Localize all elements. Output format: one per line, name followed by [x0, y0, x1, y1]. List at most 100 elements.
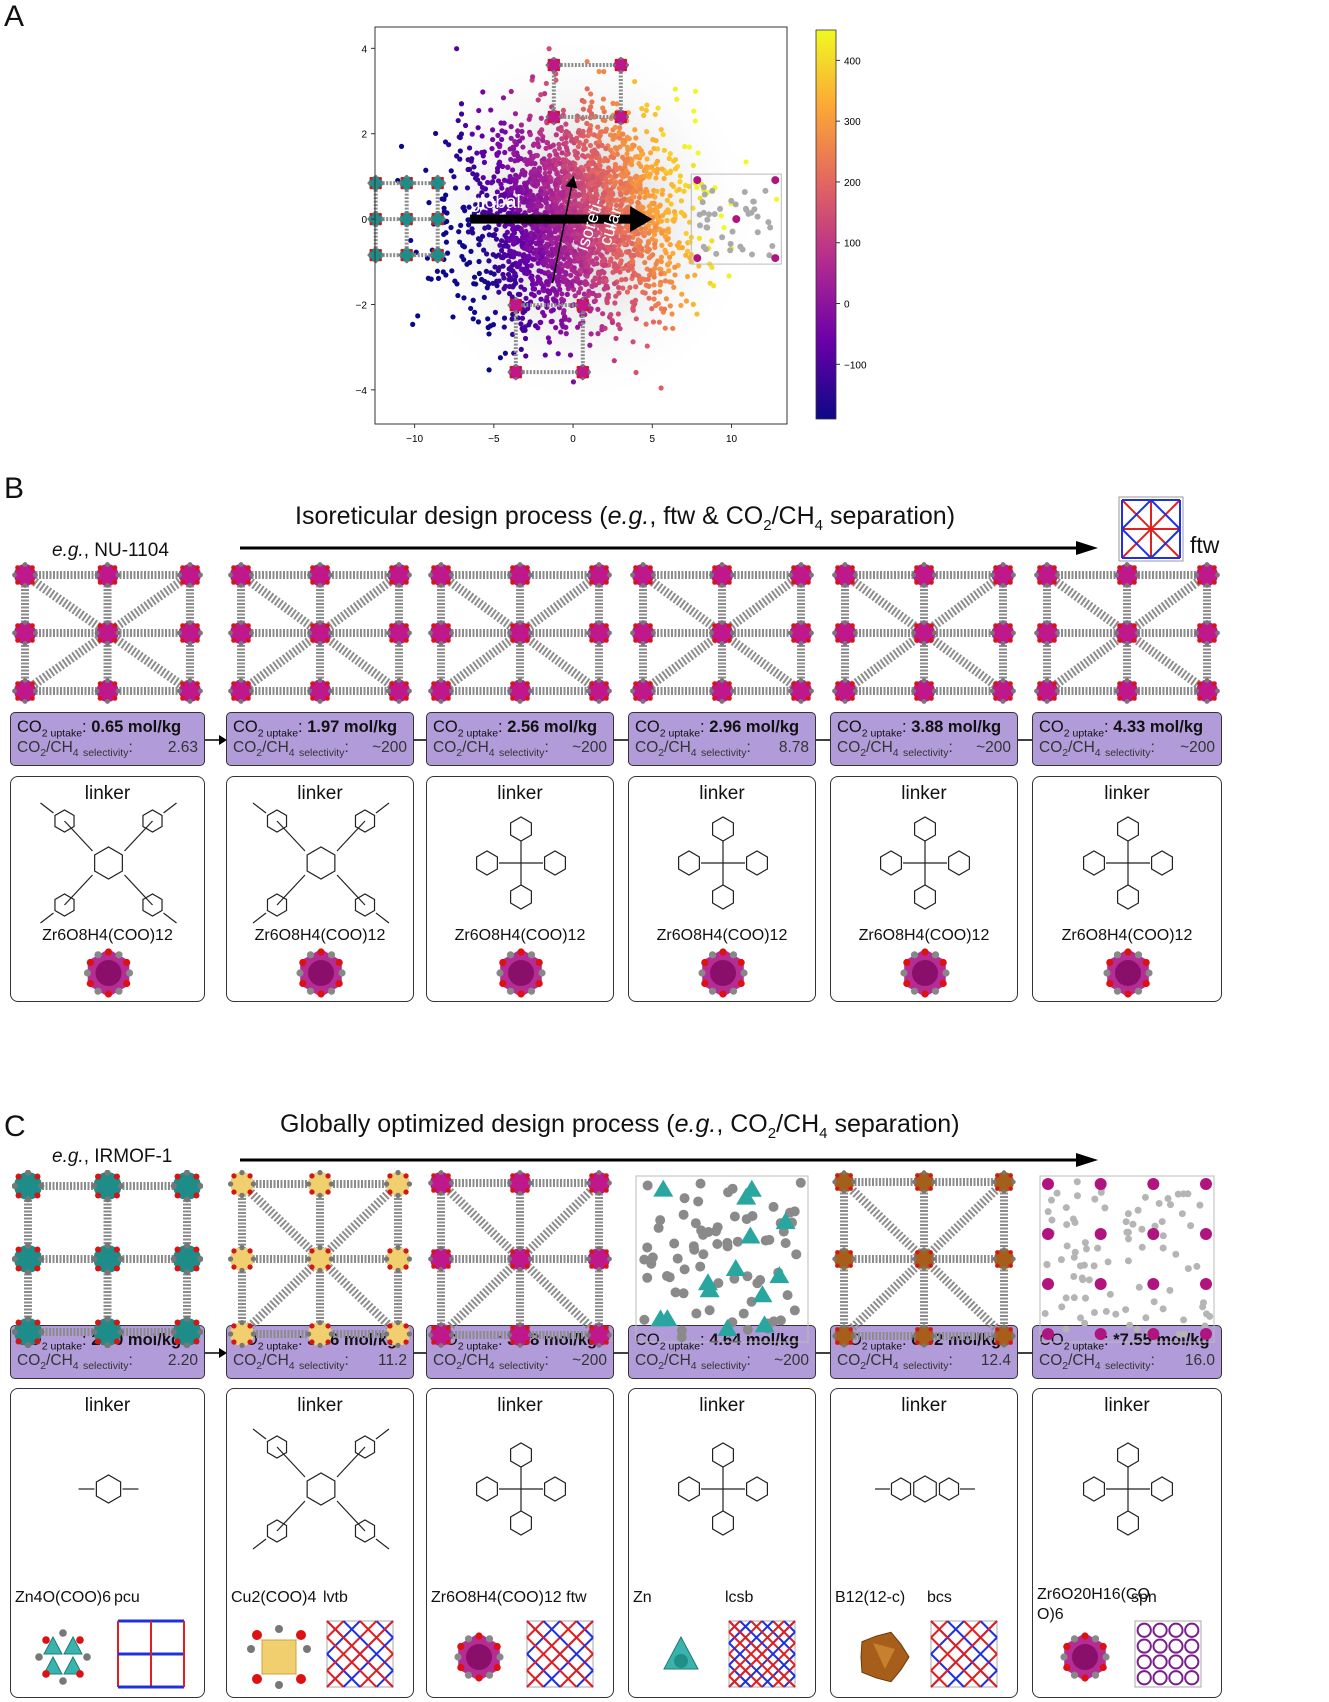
framework-structure [630, 1170, 814, 1348]
linker-card: linker Zr6O8H4(COO)12 [426, 776, 614, 1002]
linker-label: linker [497, 1395, 543, 1416]
node-formula: Zr6O20H16(CO O)6 [1037, 1586, 1150, 1623]
linker-molecule [663, 1442, 796, 1688]
node-formula: Zr6O8H4(COO)12 [454, 927, 586, 944]
framework-structure [832, 562, 1016, 704]
uptake-line: CO2 uptake: 4.33 mol/kg [1039, 718, 1204, 740]
linker-molecule [678, 816, 768, 998]
node-formula: Zr6O8H4(COO)12 [656, 927, 788, 944]
linker-molecule [476, 816, 566, 998]
linker-card: linker Zr6O8H4(COO)12 [1032, 776, 1222, 1002]
selectivity-line: CO2/CH4 selectivity: ~200 [635, 1352, 809, 1373]
x-tick-label: 10 [726, 434, 738, 445]
selectivity-line: CO2/CH4 selectivity: ~200 [1039, 739, 1215, 760]
performance-box: CO2 uptake: 2.56 mol/kg CO2/CH4 selectivi… [426, 712, 614, 766]
colorbar-tick-label: 400 [844, 56, 861, 67]
topology-label: bcs [927, 1589, 952, 1606]
panel-c-title: Globally optimized design process (e.g.,… [280, 1110, 960, 1142]
panel-c-example: e.g., IRMOF-1 [52, 1146, 173, 1167]
linker-label: linker [84, 1395, 131, 1416]
framework-structure [1034, 1170, 1220, 1348]
linker-label: linker [1104, 783, 1150, 804]
linker-card: linker Zr6O8H4(COO)12 [830, 776, 1018, 1002]
topology-label: spn [1131, 1589, 1157, 1606]
panel-b-title: Isoreticular design process (e.g., ftw &… [295, 502, 956, 534]
selectivity-line: CO2/CH4 selectivity: ~200 [433, 1352, 607, 1373]
linker-card: linker Zn4O(COO)6 pcu [10, 1388, 205, 1698]
ftw-topology-icon [1118, 496, 1184, 562]
linker-molecule [35, 1474, 185, 1689]
x-tick-label: 5 [650, 434, 656, 445]
x-tick-label: −5 [488, 434, 500, 445]
x-tick-label: −10 [406, 434, 423, 445]
framework-structure [832, 1170, 1016, 1348]
selectivity-line: CO2/CH4 selectivity: 8.78 [635, 739, 809, 760]
linker-molecule [252, 802, 390, 998]
step-arrow [205, 1347, 227, 1359]
framework-structure [228, 1170, 412, 1348]
linker-molecule [247, 1428, 394, 1689]
step-arrow [205, 734, 227, 746]
node-formula: Zr6O8H4(COO)12 [1061, 927, 1193, 944]
y-tick-label: 0 [361, 215, 367, 226]
linker-label: linker [297, 1395, 343, 1416]
node-formula: Zr6O8H4(COO)12 [42, 927, 173, 944]
scatter-svg: −10 −5 0 5 10 4 2 0 −2 −4 400 300 200 100 0 −100 [356, 26, 867, 445]
linker-card: linker Zn lcsb [628, 1388, 816, 1698]
linker-label: linker [297, 783, 343, 804]
linker-label: linker [84, 783, 131, 804]
topology-label: lcsb [725, 1589, 754, 1606]
panel-b-arrow [240, 541, 1098, 555]
linker-label: linker [699, 783, 745, 804]
selectivity-line: CO2/CH4 selectivity: 16.0 [1039, 1352, 1215, 1373]
uptake-line: CO2 uptake: 0.65 mol/kg [17, 718, 182, 740]
panel-a-letter: A [4, 0, 25, 33]
colorbar-tick-label: 100 [844, 239, 861, 250]
node-formula: Zn [633, 1589, 652, 1606]
linker-label: linker [497, 783, 543, 804]
node-formula: Cu2(COO)4 [231, 1589, 317, 1606]
node-formula: Zr6O8H4(COO)12 [254, 927, 386, 944]
colorbar-tick-label: 200 [844, 178, 861, 189]
node-formula: Zn4O(COO)6 [15, 1589, 112, 1606]
y-tick-label: −4 [356, 386, 368, 397]
linker-card: linker Zr6O8H4(COO)12 [628, 776, 816, 1002]
framework-structure [428, 562, 612, 704]
linker-molecule [860, 1475, 998, 1688]
selectivity-line: CO2/CH4 selectivity: ~200 [433, 739, 607, 760]
linker-molecule [880, 816, 970, 998]
linker-label: linker [699, 1395, 745, 1416]
panel-c-letter: C [4, 1110, 26, 1143]
panel-c-arrow [240, 1153, 1098, 1167]
linker-label: linker [1104, 1395, 1150, 1416]
framework-structure [12, 562, 203, 704]
linker-molecule [1060, 1442, 1202, 1688]
uptake-line: CO2 uptake: 1.97 mol/kg [233, 718, 398, 740]
uptake-line: CO2 uptake: 2.96 mol/kg [635, 718, 800, 740]
selectivity-line: CO2/CH4 selectivity: ~200 [837, 739, 1011, 760]
selectivity-line: CO2/CH4 selectivity: 12.4 [837, 1352, 1011, 1373]
linker-molecule [1083, 816, 1173, 998]
node-formula: B12(12-c) [835, 1589, 906, 1606]
linker-label: linker [901, 783, 947, 804]
topology-label: pcu [114, 1589, 140, 1606]
y-tick-label: 2 [361, 130, 367, 141]
linker-card: linker Cu2(COO)4 lvtb [226, 1388, 414, 1698]
uptake-line: CO2 uptake: 3.88 mol/kg [837, 718, 1002, 740]
linker-card: linker Zr6O8H4(COO)12 [10, 776, 205, 1002]
panel-b-letter: B [4, 472, 25, 505]
node-formula: Zr6O8H4(COO)12 ftw [431, 1589, 587, 1606]
linker-card: linker Zr6O8H4(COO)12 [226, 776, 414, 1002]
performance-box: CO2 uptake: *7.55 mol/kg CO2/CH4 selectiv… [1032, 1325, 1222, 1379]
selectivity-line: CO2/CH4 selectivity: 2.63 [17, 739, 198, 760]
linker-card: linker Zr6O20H16(CO O)6 spn [1032, 1388, 1222, 1698]
selectivity-line: CO2/CH4 selectivity: 2.20 [17, 1352, 198, 1373]
framework-structure [228, 562, 412, 704]
x-tick-label: 0 [570, 434, 576, 445]
linker-card: linker B12(12-c) bcs [830, 1388, 1018, 1698]
linker-card: linker Zr6O8H4(COO)12 ftw [426, 1388, 614, 1698]
framework-structure [1034, 562, 1220, 704]
linker-molecule [454, 1442, 594, 1688]
framework-structure [630, 562, 814, 704]
